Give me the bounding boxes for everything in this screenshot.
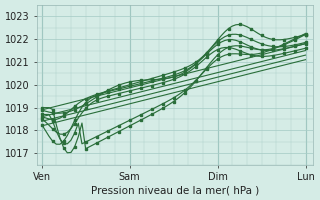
- X-axis label: Pression niveau de la mer( hPa ): Pression niveau de la mer( hPa ): [91, 185, 259, 195]
